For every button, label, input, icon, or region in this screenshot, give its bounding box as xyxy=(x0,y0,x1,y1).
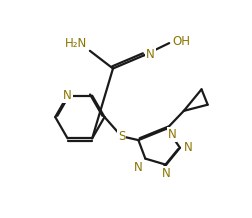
Text: N: N xyxy=(146,48,155,61)
Text: N: N xyxy=(162,167,171,180)
Text: OH: OH xyxy=(172,35,190,48)
Text: H₂N: H₂N xyxy=(65,37,87,50)
Text: N: N xyxy=(184,141,193,154)
Text: N: N xyxy=(168,128,176,141)
Text: N: N xyxy=(134,161,142,174)
Text: S: S xyxy=(118,130,125,143)
Text: N: N xyxy=(63,89,72,102)
